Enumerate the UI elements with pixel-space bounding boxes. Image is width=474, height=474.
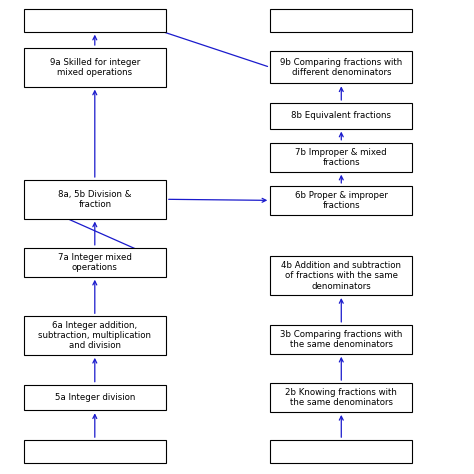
Text: 3b Comparing fractions with
the same denominators: 3b Comparing fractions with the same den… [280,329,402,349]
FancyBboxPatch shape [270,51,412,83]
FancyBboxPatch shape [24,180,166,219]
FancyBboxPatch shape [270,256,412,295]
FancyBboxPatch shape [270,186,412,215]
FancyBboxPatch shape [24,9,166,32]
Text: 5a Integer division: 5a Integer division [55,393,135,402]
Text: 8b Equivalent fractions: 8b Equivalent fractions [292,111,391,120]
Text: 8a, 5b Division &
fraction: 8a, 5b Division & fraction [58,190,131,209]
FancyBboxPatch shape [270,325,412,354]
Text: 6a Integer addition,
subtraction, multiplication
and division: 6a Integer addition, subtraction, multip… [38,321,151,350]
Text: 4b Addition and subtraction
of fractions with the same
denominators: 4b Addition and subtraction of fractions… [281,261,401,291]
FancyBboxPatch shape [24,248,166,277]
Text: 9b Comparing fractions with
different denominators: 9b Comparing fractions with different de… [280,58,402,77]
Text: 6b Proper & improper
fractions: 6b Proper & improper fractions [295,191,388,210]
FancyBboxPatch shape [270,143,412,172]
FancyBboxPatch shape [270,383,412,412]
Text: 7a Integer mixed
operations: 7a Integer mixed operations [58,253,132,272]
FancyBboxPatch shape [24,384,166,410]
FancyBboxPatch shape [270,440,412,463]
FancyBboxPatch shape [270,9,412,32]
FancyBboxPatch shape [24,316,166,355]
Text: 9a Skilled for integer
mixed operations: 9a Skilled for integer mixed operations [50,58,140,77]
FancyBboxPatch shape [24,440,166,463]
Text: 2b Knowing fractions with
the same denominators: 2b Knowing fractions with the same denom… [285,388,397,407]
FancyBboxPatch shape [270,103,412,129]
FancyBboxPatch shape [24,48,166,87]
Text: 7b Improper & mixed
fractions: 7b Improper & mixed fractions [295,147,387,167]
